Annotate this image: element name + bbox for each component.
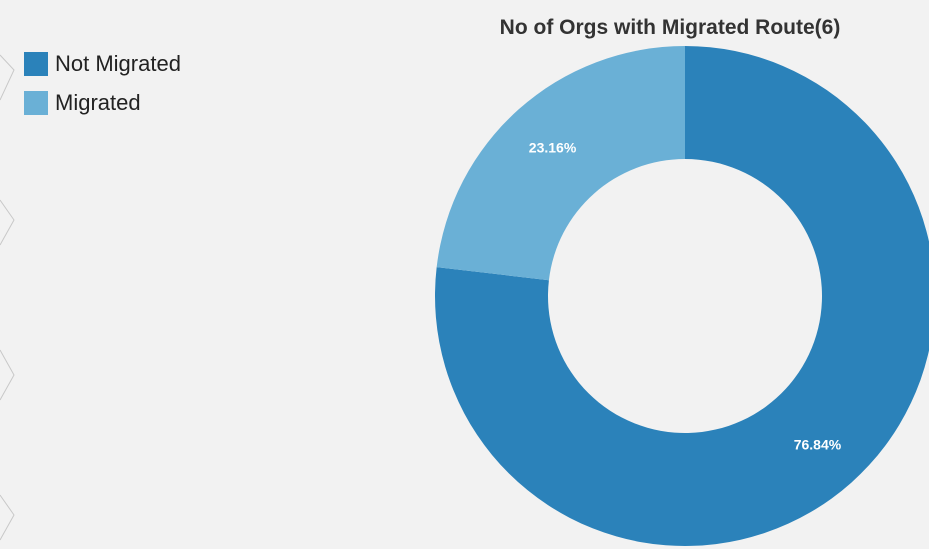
legend-label-migrated: Migrated	[55, 90, 141, 115]
chart-title: No of Orgs with Migrated Route(6)	[499, 16, 841, 39]
slice-label-not-migrated: 76.84%	[794, 437, 842, 453]
donut-slice-not-migrated[interactable]	[435, 46, 929, 546]
legend-swatch-migrated	[24, 91, 48, 115]
legend-swatch-not-migrated	[24, 52, 48, 76]
chart-legend: Not Migrated Migrated	[24, 46, 181, 124]
donut-slice-migrated[interactable]	[436, 46, 685, 281]
slice-label-migrated: 23.16%	[529, 139, 577, 155]
legend-item-not-migrated[interactable]: Not Migrated	[24, 46, 181, 82]
legend-item-migrated[interactable]: Migrated	[24, 85, 181, 121]
legend-label-not-migrated: Not Migrated	[55, 51, 181, 76]
left-edge-decoration	[0, 54, 15, 541]
